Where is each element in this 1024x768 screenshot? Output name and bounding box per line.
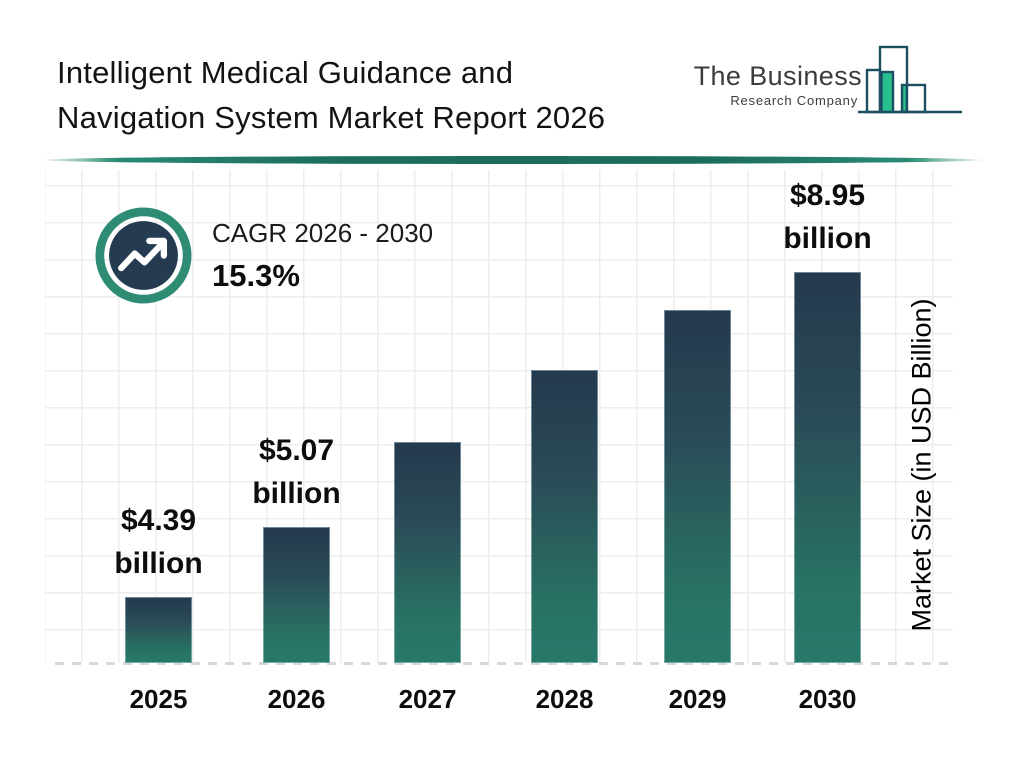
- page-title: Intelligent Medical Guidance and Navigat…: [57, 50, 605, 140]
- bar-value-label: $8.95 billion: [783, 174, 871, 260]
- bar: [531, 370, 598, 663]
- bar: [394, 442, 461, 663]
- x-axis-year-label: 2025: [129, 684, 188, 714]
- company-logo-text: The Business Research Company: [694, 61, 862, 108]
- x-axis-year-label: 2027: [398, 684, 457, 714]
- bar: [125, 597, 192, 663]
- cagr-value: 15.3%: [212, 258, 300, 293]
- x-axis-year-label: 2029: [668, 684, 727, 714]
- bar-value-amount: $8.95: [789, 179, 866, 212]
- cagr-block: CAGR 2026 - 2030 15.3%: [212, 218, 433, 294]
- x-axis-year-label: 2026: [267, 684, 326, 714]
- page-title-line1: Intelligent Medical Guidance and: [57, 55, 514, 90]
- x-axis-year-label: 2028: [535, 684, 594, 714]
- bar-value-unit: billion: [252, 477, 341, 510]
- bar-value-label: $4.39 billion: [114, 499, 202, 585]
- header-divider: [40, 156, 985, 164]
- bar: [664, 310, 731, 663]
- bar-value-label: $5.07 billion: [252, 429, 340, 515]
- trend-up-icon: [95, 207, 192, 304]
- bar-chart-plot-area: $4.39 billion 2025 $5.07 billion 2026 20…: [114, 174, 871, 714]
- bar-value-amount: $4.39: [120, 504, 197, 537]
- bar: [794, 272, 861, 663]
- page-title-line2: Navigation System Market Report 2026: [57, 100, 606, 135]
- bar-chart-logo-icon: [858, 45, 962, 114]
- bar: [263, 527, 330, 663]
- bar-value-unit: billion: [783, 222, 872, 255]
- cagr-period-label: CAGR 2026 - 2030: [212, 218, 434, 248]
- x-axis-year-label: 2030: [798, 684, 857, 714]
- bar-value-unit: billion: [114, 547, 203, 580]
- bar-value-amount: $5.07: [258, 434, 335, 467]
- company-name: The Business: [693, 61, 862, 91]
- company-subname: Research Company: [730, 93, 858, 108]
- company-logo: The Business Research Company: [694, 40, 962, 116]
